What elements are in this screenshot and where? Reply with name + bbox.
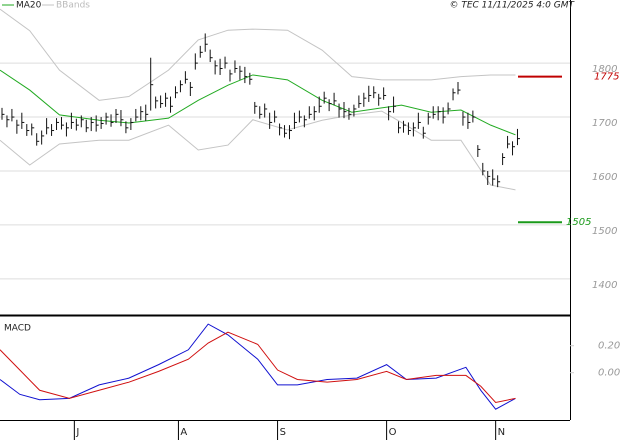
y-tick-label: 0.00 <box>598 368 620 379</box>
y-tick-label: 1400 <box>592 280 617 291</box>
level-label: 1775 <box>594 72 619 83</box>
y-tick-label: 0.20 <box>598 341 620 352</box>
x-tick-label: A <box>180 427 187 438</box>
ma-line <box>0 69 516 136</box>
band-upper <box>0 8 516 101</box>
x-tick-label: O <box>389 427 397 438</box>
y-tick-label: 1700 <box>592 118 617 129</box>
y-tick-label: 1800 <box>592 64 617 75</box>
x-tick-label: J <box>75 427 79 438</box>
macd-line <box>0 331 516 403</box>
macd-line <box>0 323 516 410</box>
x-tick-label: N <box>498 427 505 438</box>
x-tick-label: S <box>280 427 286 438</box>
y-tick-label: 1500 <box>592 226 617 237</box>
panel-title: MACD <box>4 324 31 334</box>
legend-label: BBands <box>56 1 90 11</box>
y-tick-label: 1600 <box>592 172 617 183</box>
legend-label: MA20 <box>16 1 42 11</box>
level-label: 1505 <box>566 217 591 228</box>
credit: © TEC 11/11/2025 4:0 GMT <box>449 1 575 11</box>
